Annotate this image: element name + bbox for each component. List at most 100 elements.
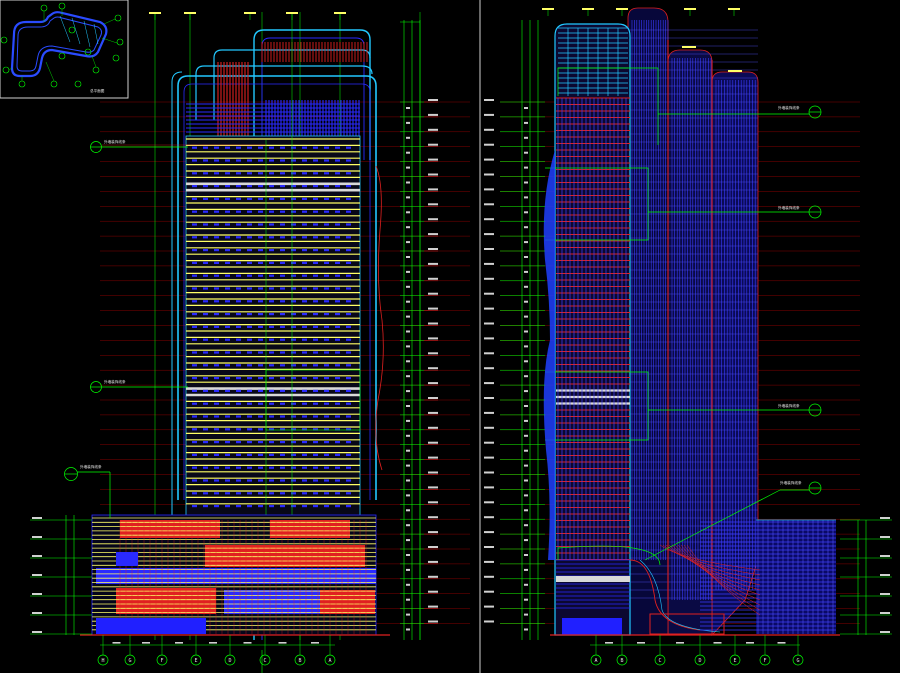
window-pane <box>192 492 197 495</box>
axis-bubble <box>190 654 202 666</box>
window-pane <box>236 377 241 380</box>
window-pane <box>346 236 351 239</box>
dimension-tag <box>524 211 528 214</box>
window-pane <box>192 441 197 444</box>
window-pane <box>346 223 351 226</box>
window-pane <box>192 453 197 456</box>
window-pane <box>258 325 263 328</box>
elevation-tag <box>428 188 438 191</box>
window-pane <box>302 479 307 482</box>
window-pane <box>192 466 197 469</box>
window-pane <box>247 453 252 456</box>
axis-label: B <box>298 658 301 664</box>
window-pane <box>247 428 252 431</box>
window-pane <box>335 249 340 252</box>
window-pane <box>302 249 307 252</box>
axis-label: F <box>160 658 163 664</box>
window-pane <box>346 402 351 405</box>
axis-label: G <box>128 658 131 664</box>
window-pane <box>302 300 307 303</box>
window-pane <box>247 377 252 380</box>
window-pane <box>335 172 340 175</box>
glass-band <box>556 576 630 582</box>
window-pane <box>203 402 208 405</box>
window-pane <box>225 185 230 188</box>
window-pane <box>225 364 230 367</box>
window-pane <box>280 338 285 341</box>
window-pane <box>291 453 296 456</box>
left-tower-facade <box>186 14 361 520</box>
window-pane <box>324 249 329 252</box>
window-pane <box>291 159 296 162</box>
top-label-tag <box>542 8 554 10</box>
window-pane <box>225 453 230 456</box>
window-pane <box>269 505 274 508</box>
elevation-tag <box>484 262 494 265</box>
dimension-tag <box>406 211 410 214</box>
elevation-tag <box>484 277 494 280</box>
window-pane <box>280 313 285 316</box>
dimension-tag <box>524 539 528 542</box>
dimension-tag <box>406 151 410 154</box>
window-pane <box>203 185 208 188</box>
window-pane <box>203 466 208 469</box>
window-pane <box>214 402 219 405</box>
window-pane <box>225 466 230 469</box>
window-pane <box>269 377 274 380</box>
dimension-tag <box>524 405 528 407</box>
window-pane <box>291 185 296 188</box>
window-pane <box>225 351 230 354</box>
dimension-tag <box>406 494 410 497</box>
window-pane <box>324 505 329 508</box>
dimension-tag <box>524 330 528 333</box>
window-pane <box>324 364 329 367</box>
window-pane <box>225 492 230 495</box>
window-pane <box>335 159 340 162</box>
window-pane <box>236 223 241 226</box>
window-pane <box>313 466 318 469</box>
window-pane <box>280 364 285 367</box>
window-pane <box>214 441 219 444</box>
dimension-tag <box>524 121 528 124</box>
window-pane <box>236 261 241 264</box>
window-pane <box>258 479 263 482</box>
elevation-tag <box>32 574 42 576</box>
elevation-tag <box>428 605 438 608</box>
axis-label: A <box>328 658 331 664</box>
window-pane <box>192 236 197 239</box>
elevation-tag <box>484 397 494 399</box>
window-pane <box>192 287 197 290</box>
window-pane <box>214 492 219 495</box>
elevation-tag <box>428 262 438 265</box>
window-pane <box>335 274 340 277</box>
window-pane <box>302 428 307 431</box>
dimension-tag <box>406 539 410 542</box>
window-pane <box>192 338 197 341</box>
window-pane <box>214 415 219 418</box>
window-pane <box>280 377 285 380</box>
window-pane <box>280 223 285 226</box>
window-pane <box>291 197 296 200</box>
window-pane <box>269 236 274 239</box>
window-pane <box>247 274 252 277</box>
window-pane <box>346 492 351 495</box>
dimension-tag <box>406 226 410 229</box>
window-pane <box>258 287 263 290</box>
window-pane <box>192 300 197 303</box>
axis-bubble <box>694 654 706 666</box>
right-podium-facade <box>659 519 836 634</box>
window-pane <box>269 479 274 482</box>
window-pane <box>236 415 241 418</box>
window-pane <box>225 389 230 392</box>
window-pane <box>291 466 296 469</box>
window-pane <box>214 249 219 252</box>
dimension-tag <box>524 375 528 378</box>
dimension-tag <box>524 434 528 437</box>
window-pane <box>236 338 241 341</box>
window-pane <box>236 172 241 175</box>
axis-bubble <box>224 654 236 666</box>
window-pane <box>324 300 329 303</box>
window-pane <box>313 389 318 392</box>
elevation-tag <box>428 233 438 236</box>
